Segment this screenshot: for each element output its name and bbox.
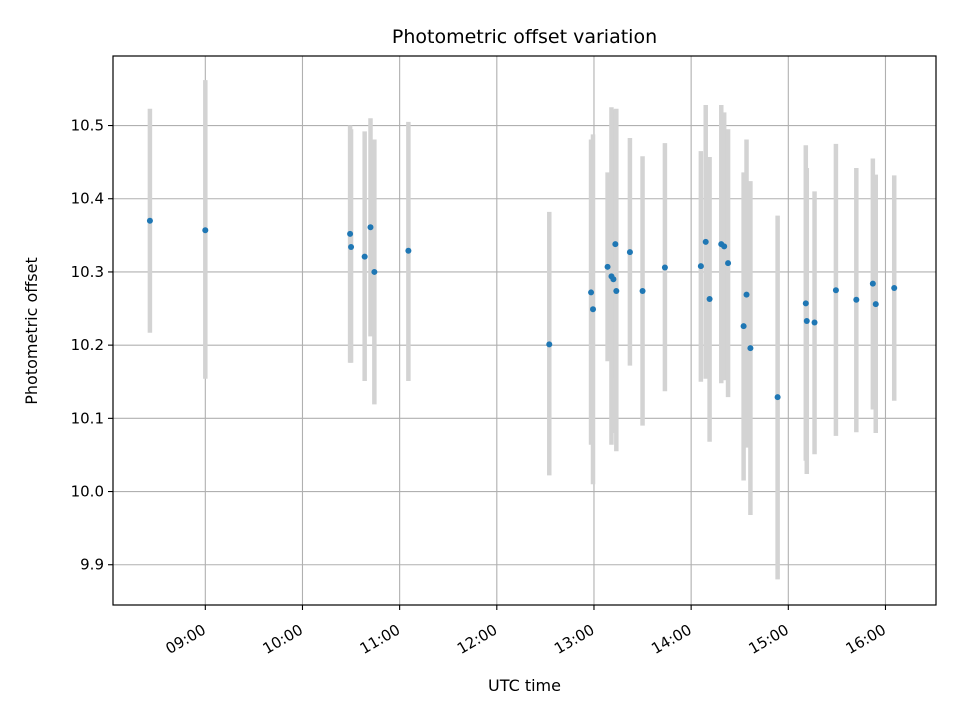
data-point [639, 287, 646, 294]
data-point [811, 319, 818, 326]
data-point [697, 263, 704, 270]
data-point [347, 230, 354, 237]
data-point [706, 296, 713, 303]
data-point [588, 289, 595, 296]
data-point [774, 394, 781, 401]
y-tick-label: 10.5 [71, 117, 104, 135]
data-point [853, 296, 860, 303]
data-point [872, 301, 879, 308]
y-tick-label: 9.9 [80, 556, 104, 574]
data-point [202, 227, 209, 234]
data-point [869, 280, 876, 287]
data-point [610, 276, 617, 283]
y-tick-label: 10.2 [71, 336, 104, 354]
data-point [361, 253, 368, 260]
data-point [367, 224, 374, 231]
data-point [803, 317, 810, 324]
data-point [348, 244, 355, 251]
grid-lines [113, 56, 936, 605]
data-point [743, 291, 750, 298]
plot-frame [112, 55, 937, 606]
data-point [747, 345, 754, 352]
data-point [721, 243, 728, 250]
x-axis-title: UTC time [488, 676, 561, 695]
data-point [891, 285, 898, 292]
y-axis-title: Photometric offset [22, 257, 41, 405]
data-points [146, 217, 898, 401]
y-tick-label: 10.3 [71, 263, 104, 281]
data-point [740, 323, 747, 330]
data-point [371, 268, 378, 275]
data-point [612, 241, 619, 248]
chart-title: Photometric offset variation [392, 26, 657, 48]
data-point [146, 217, 153, 224]
y-tick-label: 10.0 [71, 483, 104, 501]
y-tick-label: 10.4 [71, 190, 104, 208]
data-point [590, 306, 597, 313]
data-point [546, 341, 553, 348]
y-tick-label: 10.1 [71, 409, 104, 427]
data-point [405, 247, 412, 254]
data-point [802, 300, 809, 307]
data-point [661, 264, 668, 271]
data-point [604, 263, 611, 270]
data-point [725, 260, 732, 267]
data-point [832, 287, 839, 294]
data-point [702, 238, 709, 245]
data-point [626, 249, 633, 256]
data-point [613, 287, 620, 294]
